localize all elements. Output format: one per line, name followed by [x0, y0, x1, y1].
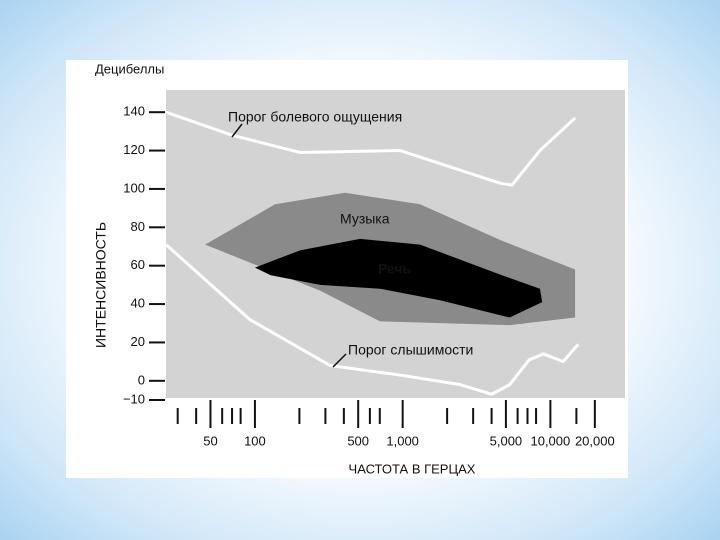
x-tick-label: 100	[244, 433, 266, 448]
y-tick-label: 120	[123, 142, 145, 157]
y-tick-label: 80	[131, 219, 145, 234]
y-tick-label: 0	[138, 372, 145, 387]
pointer	[231, 123, 243, 138]
y-tick-label: 140	[123, 104, 145, 119]
x-tick-label: 500	[347, 433, 369, 448]
unit-label: Децибеллы	[95, 61, 164, 76]
y-tick-label: 100	[123, 180, 145, 195]
x-tick-label: 20,000	[575, 433, 615, 448]
y-tick-label: −10	[123, 391, 145, 406]
series-label: Порог слышимости	[348, 342, 473, 358]
x-tick-label: 1,000	[386, 433, 419, 448]
threshold-line	[165, 110, 577, 187]
y-tick-label: 40	[131, 296, 145, 311]
x-label: ЧАСТОТА В ГЕРЦАХ	[349, 461, 476, 476]
series-label: Речь	[378, 261, 412, 277]
series-label: Порог болевого ощущения	[228, 109, 402, 125]
region	[254, 238, 543, 318]
y-tick-label: 20	[131, 334, 145, 349]
pointer	[332, 353, 347, 368]
x-tick-label: 5,000	[490, 433, 523, 448]
threshold-line	[164, 243, 580, 396]
series-label: Музыка	[340, 211, 390, 227]
y-tick-label: 60	[131, 257, 145, 272]
x-tick-label: 50	[203, 433, 217, 448]
y-label: ИНТЕНСИВНОСТЬ	[93, 222, 109, 348]
x-tick-label: 10,000	[530, 433, 570, 448]
